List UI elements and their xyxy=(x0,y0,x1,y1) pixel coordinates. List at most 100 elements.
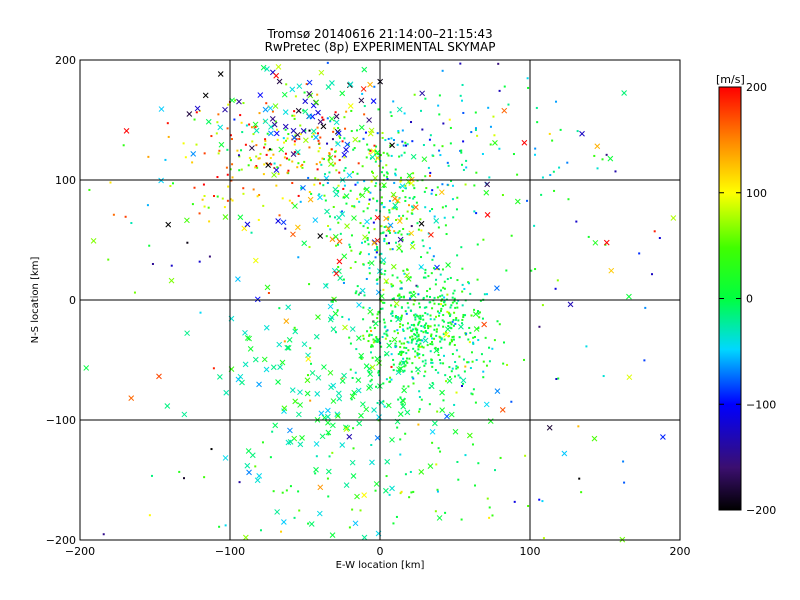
x-stroke xyxy=(205,118,212,125)
scatter-point-dot-338 xyxy=(400,250,403,253)
scatter-point-dot-731 xyxy=(342,196,345,199)
scatter-point-dot-282 xyxy=(406,302,409,305)
scatter-point-dot-620 xyxy=(342,278,345,281)
x-stroke xyxy=(395,369,402,376)
scatter-point-dot-832 xyxy=(322,158,325,161)
scatter-point-dot-127 xyxy=(402,360,405,363)
scatter-point-x-1563 xyxy=(347,81,354,88)
x-stroke xyxy=(410,292,417,299)
scatter-point-dot-47 xyxy=(470,392,473,395)
x-stroke xyxy=(397,365,404,372)
scatter-point-x-1395 xyxy=(325,413,331,420)
scatter-point-dot-1297 xyxy=(436,410,439,413)
scatter-point-dot-281 xyxy=(442,304,445,307)
x-stroke xyxy=(392,202,399,209)
scatter-point-dot-1118 xyxy=(213,195,216,198)
x-stroke xyxy=(292,328,299,335)
scatter-point-dot-1126 xyxy=(392,522,395,525)
scatter-point-x-1492 xyxy=(374,356,381,362)
x-stroke xyxy=(314,391,321,397)
scatter-point-dot-646 xyxy=(359,193,362,196)
scatter-point-dot-548 xyxy=(398,243,401,246)
scatter-point-dot-207 xyxy=(415,340,418,343)
scatter-point-dot-1159 xyxy=(486,497,489,500)
scatter-point-dot-738 xyxy=(404,184,407,187)
scatter-point-dot-633 xyxy=(400,233,403,236)
x-stroke xyxy=(429,428,436,435)
scatter-point-dot-644 xyxy=(410,242,413,245)
scatter-point-dot-330 xyxy=(467,282,470,285)
x-stroke xyxy=(246,335,252,342)
scatter-point-dot-248 xyxy=(428,403,431,406)
scatter-point-dot-541 xyxy=(308,283,311,286)
scatter-point-dot-721 xyxy=(398,230,401,233)
scatter-point-dot-663 xyxy=(393,230,396,233)
scatter-point-dot-97 xyxy=(391,312,394,315)
scatter-point-dot-1275 xyxy=(534,268,537,271)
scatter-point-dot-821 xyxy=(350,109,353,112)
x-stroke xyxy=(343,193,350,199)
scatter-point-dot-1047 xyxy=(451,184,454,187)
x-stroke xyxy=(264,284,271,291)
scatter-point-dot-23 xyxy=(440,289,443,292)
grid-layer xyxy=(79,59,681,541)
scatter-point-dot-723 xyxy=(411,205,414,208)
scatter-point-dot-826 xyxy=(341,140,344,143)
scatter-point-dot-1040 xyxy=(559,128,562,131)
scatter-point-dot-1187 xyxy=(238,481,241,484)
scatter-point-dot-604 xyxy=(404,196,407,199)
scatter-point-dot-349 xyxy=(406,327,409,330)
x-stroke xyxy=(330,326,337,333)
x-stroke xyxy=(275,218,281,224)
scatter-point-dot-148 xyxy=(427,275,430,278)
x-stroke xyxy=(366,385,372,391)
x-stroke xyxy=(253,127,260,134)
scatter-point-dot-251 xyxy=(398,363,401,366)
scatter-point-dot-430 xyxy=(429,318,432,321)
scatter-point-dot-491 xyxy=(414,355,417,358)
scatter-point-dot-382 xyxy=(431,361,434,364)
scatter-point-dot-53 xyxy=(355,290,358,293)
scatter-point-dot-321 xyxy=(386,334,389,337)
scatter-point-dot-847 xyxy=(266,132,269,135)
scatter-point-dot-469 xyxy=(415,342,418,345)
scatter-point-dot-483 xyxy=(402,385,405,388)
scatter-point-dot-898 xyxy=(319,161,322,164)
x-stroke xyxy=(329,115,335,122)
scatter-point-x-1479 xyxy=(339,378,346,384)
scatter-point-dot-475 xyxy=(417,345,420,348)
scatter-point-dot-1090 xyxy=(242,187,245,190)
scatter-point-dot-960 xyxy=(442,122,445,125)
x-stroke xyxy=(404,409,411,416)
scatter-point-x-1584 xyxy=(295,224,301,231)
scatter-point-x-1640 xyxy=(391,195,398,202)
scatter-point-x-1684 xyxy=(217,71,224,77)
scatter-point-x-1732 xyxy=(608,267,615,274)
scatter-point-dot-1168 xyxy=(434,510,437,513)
scatter-point-dot-426 xyxy=(449,341,452,344)
scatter-point-dot-307 xyxy=(433,337,436,340)
scatter-point-x-1596 xyxy=(387,222,394,229)
scatter-point-dot-1077 xyxy=(230,179,233,182)
scatter-point-dot-1221 xyxy=(400,490,403,493)
scatter-point-dot-687 xyxy=(436,268,439,271)
scatter-point-x-1376 xyxy=(400,398,407,404)
scatter-point-dot-1087 xyxy=(229,198,232,201)
scatter-point-x-1435 xyxy=(444,326,451,333)
scatter-point-dot-318 xyxy=(380,307,383,310)
scatter-point-dot-561 xyxy=(362,210,365,213)
scatter-point-dot-358 xyxy=(440,338,443,341)
scatter-point-dot-932 xyxy=(363,113,366,116)
x-stroke xyxy=(349,393,356,400)
scatter-point-dot-793 xyxy=(241,131,244,134)
scatter-point-dot-378 xyxy=(390,353,393,356)
scatter-point-dot-1293 xyxy=(638,252,641,255)
scatter-point-dot-1066 xyxy=(207,206,210,209)
x-stroke xyxy=(202,92,209,99)
scatter-point-dot-19 xyxy=(424,312,427,315)
x-stroke xyxy=(358,124,365,131)
scatter-point-x-1708 xyxy=(369,364,376,371)
scatter-point-x-1634 xyxy=(383,215,389,222)
x-stroke xyxy=(370,148,377,154)
